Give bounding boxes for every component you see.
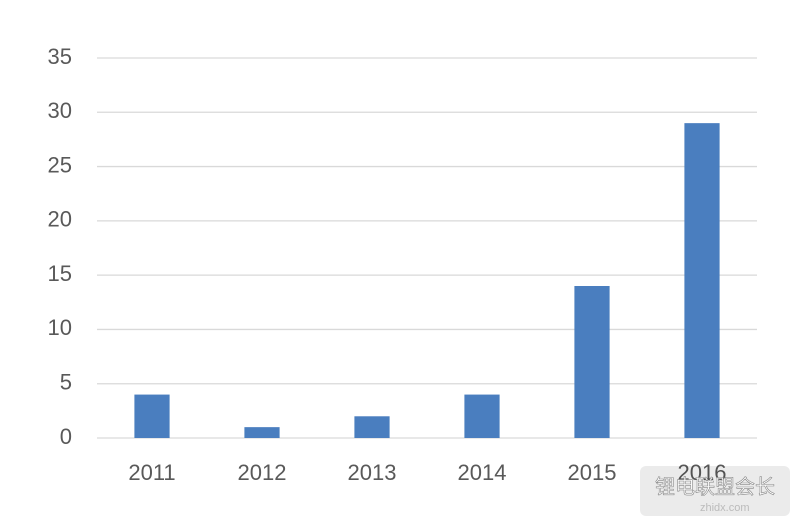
x-tick-label: 2011 — [128, 460, 175, 485]
y-tick-label: 15 — [48, 261, 72, 286]
watermark-backdrop — [640, 466, 790, 516]
x-tick-label: 2015 — [568, 460, 617, 485]
y-tick-label: 30 — [48, 98, 72, 123]
x-tick-label: 2012 — [238, 460, 287, 485]
x-tick-label: 2016 — [678, 460, 727, 485]
bar — [244, 427, 280, 438]
y-tick-label: 20 — [48, 207, 72, 232]
y-tick-label: 25 — [48, 152, 72, 177]
bar — [684, 123, 720, 439]
bar — [134, 394, 170, 438]
watermark-name: 锂电联盟会长 — [655, 475, 775, 498]
y-tick-label: 5 — [60, 370, 72, 395]
y-tick-label: 0 — [60, 424, 72, 449]
bar — [354, 416, 390, 438]
watermark: 锂电联盟会长 zhidx.com — [640, 466, 790, 516]
x-tick-label: 2014 — [458, 460, 507, 485]
x-tick-label: 2013 — [348, 460, 397, 485]
bar — [464, 394, 500, 438]
watermark-site: zhidx.com — [700, 502, 750, 514]
y-tick-label: 10 — [48, 315, 72, 340]
y-tick-label: 35 — [48, 44, 72, 69]
bar — [574, 286, 610, 438]
